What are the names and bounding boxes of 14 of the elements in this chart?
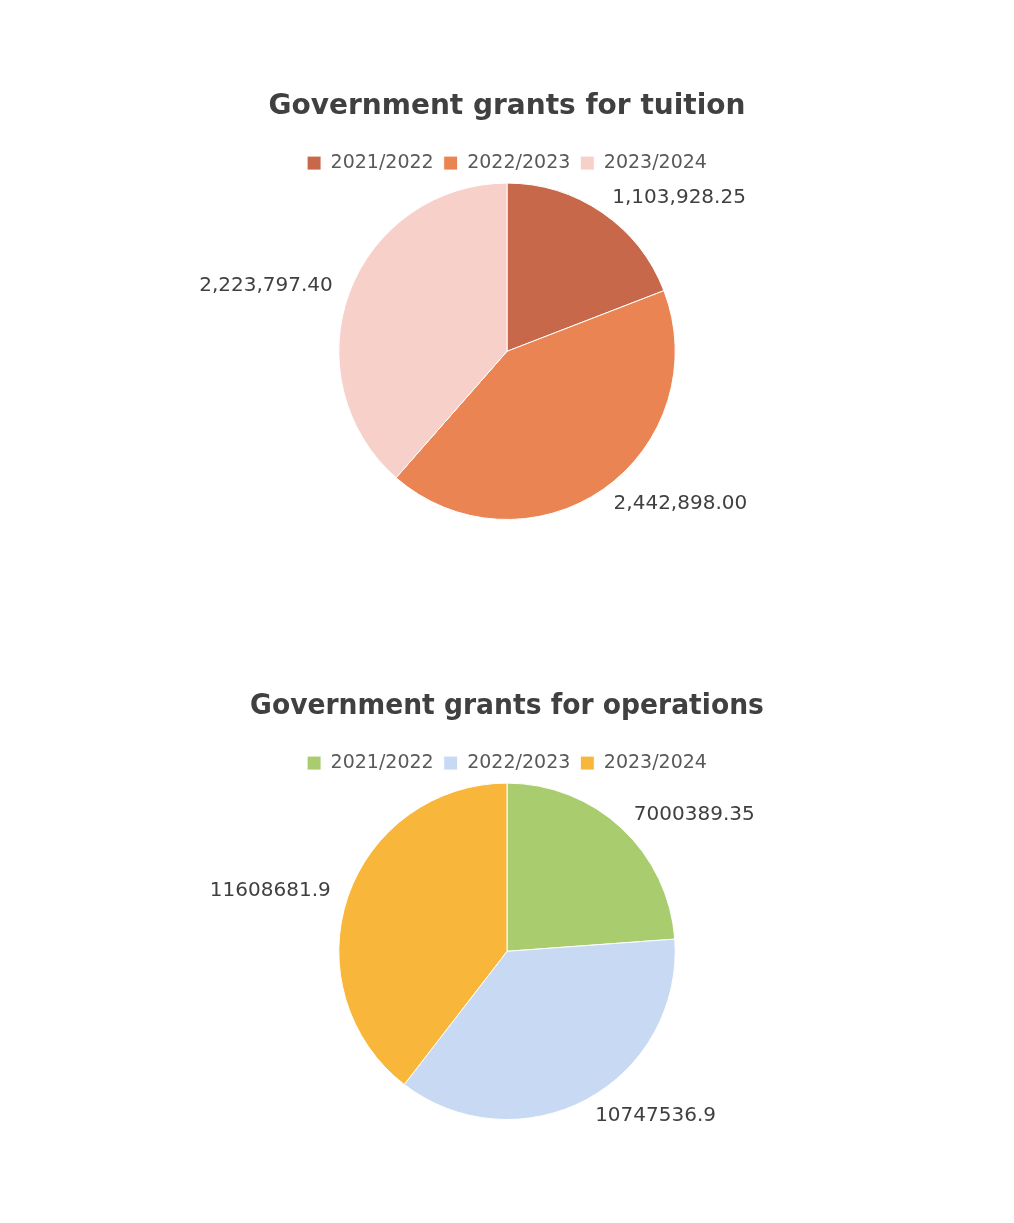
legend-label: 2022/2023 [467,150,571,173]
legend-label: 2023/2024 [603,150,707,173]
chart-title: Government grants for operations [250,688,764,721]
legend-label: 2021/2022 [330,150,434,173]
legend-label: 2021/2022 [330,750,434,773]
data-label: 7000389.35 [633,801,755,826]
legend-label: 2022/2023 [467,750,571,773]
legend-label: 2023/2024 [603,750,707,773]
data-label: 2,442,898.00 [613,490,748,515]
data-label: 1,103,928.25 [612,183,746,208]
data-label: 10747536.9 [595,1101,717,1126]
data-label: 2,223,797.40 [199,271,333,296]
data-label: 11608681.9 [209,877,331,902]
chart-title: Government grants for tuition [268,88,746,122]
